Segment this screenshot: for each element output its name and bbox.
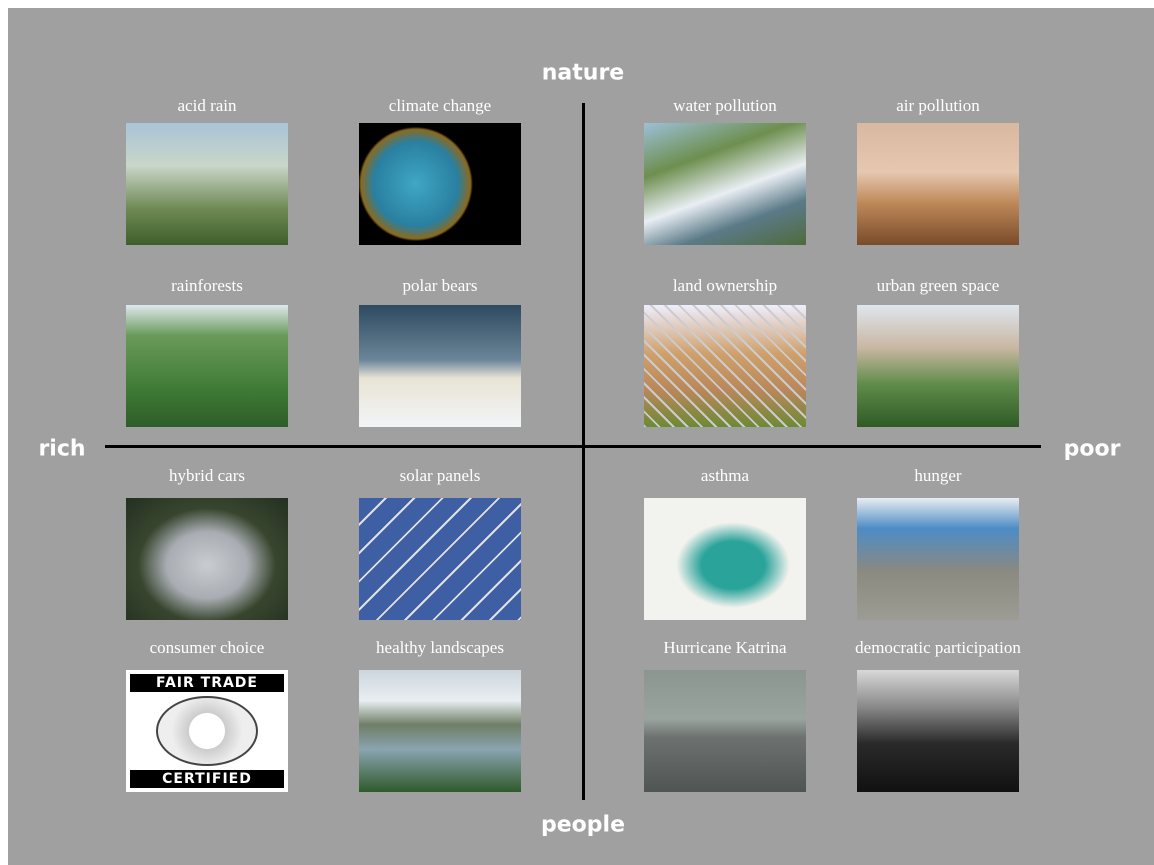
photo — [857, 498, 1019, 620]
photo — [644, 123, 806, 245]
photo — [857, 305, 1019, 427]
logo-text: FAIR TRADE — [130, 674, 284, 692]
caption: hunger — [818, 466, 1058, 486]
axis-right: poor — [1064, 437, 1121, 462]
logo-globe — [156, 696, 258, 766]
caption: climate change — [320, 96, 560, 116]
horizontal-axis — [105, 445, 1041, 448]
photo — [126, 305, 288, 427]
photo — [126, 123, 288, 245]
caption: rainforests — [87, 276, 327, 296]
caption: land ownership — [605, 276, 845, 296]
caption: asthma — [605, 466, 845, 486]
fair-trade-logo: FAIR TRADE CERTIFIED — [126, 670, 288, 792]
caption: water pollution — [605, 96, 845, 116]
photo — [857, 670, 1019, 792]
photo — [126, 498, 288, 620]
photo — [359, 305, 521, 427]
caption: hybrid cars — [87, 466, 327, 486]
axis-top: nature — [542, 61, 624, 86]
caption: polar bears — [320, 276, 560, 296]
caption: democratic participation — [818, 638, 1058, 658]
axis-left: rich — [38, 437, 85, 462]
caption: acid rain — [87, 96, 327, 116]
photo — [644, 498, 806, 620]
caption: healthy landscapes — [320, 638, 560, 658]
photo — [359, 498, 521, 620]
photo — [644, 670, 806, 792]
photo — [359, 670, 521, 792]
logo-text: CERTIFIED — [130, 770, 284, 788]
photo — [644, 305, 806, 427]
axis-bottom: people — [541, 813, 625, 838]
caption: air pollution — [818, 96, 1058, 116]
caption: urban green space — [818, 276, 1058, 296]
caption: consumer choice — [87, 638, 327, 658]
photo — [857, 123, 1019, 245]
caption: solar panels — [320, 466, 560, 486]
caption: Hurricane Katrina — [605, 638, 845, 658]
vertical-axis — [582, 103, 585, 800]
photo — [359, 123, 521, 245]
